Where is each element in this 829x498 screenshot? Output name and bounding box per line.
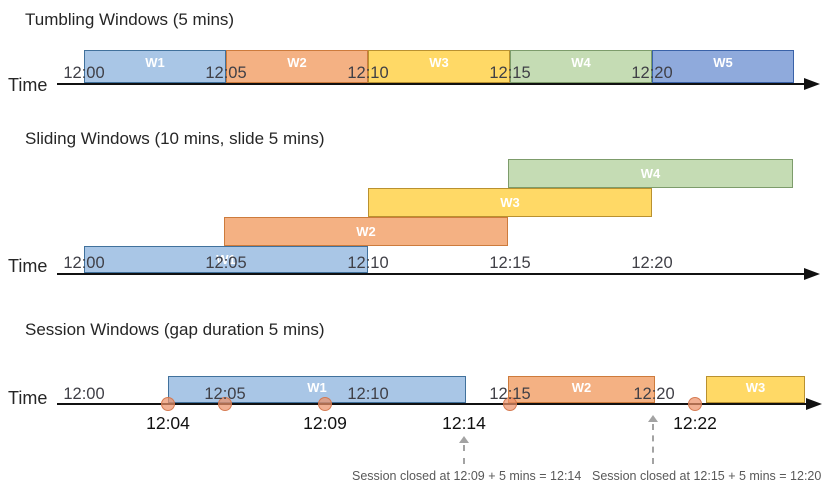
tick-label: 12:05 (205, 254, 247, 272)
dashed-up-arrow-icon (648, 415, 658, 422)
tick-label: 12:00 (63, 254, 105, 272)
session-close-note: Session closed at 12:15 + 5 mins = 12:20 (592, 469, 822, 483)
window-w2: W2 (508, 376, 655, 403)
window-w2: W2 (224, 217, 508, 246)
tick-label: 12:20 (633, 385, 675, 403)
timeline-axis (57, 403, 808, 405)
tick-label: 12:10 (347, 254, 389, 272)
window-w1: W1 (84, 50, 226, 83)
dashed-up-arrow-line (652, 424, 654, 464)
event-dot (218, 397, 232, 411)
time-axis-label: Time (8, 256, 48, 276)
dashed-up-arrow-icon (459, 436, 469, 443)
window-w3: W3 (706, 376, 805, 403)
axis-arrowhead-icon (806, 398, 822, 410)
axis-arrowhead-icon (804, 268, 820, 280)
tick-label: 12:15 (489, 254, 531, 272)
event-dot (503, 397, 517, 411)
tick-label: 12:00 (63, 64, 105, 82)
tick-label: 12:15 (489, 385, 531, 403)
window-w4: W4 (510, 50, 652, 83)
window-w3: W3 (368, 50, 510, 83)
tick-label: 12:10 (347, 64, 389, 82)
timeline-axis (57, 273, 806, 275)
session-close-note: Session closed at 12:09 + 5 mins = 12:14 (352, 469, 582, 483)
tick-label: 12:05 (204, 385, 246, 403)
window-w1: W1 (168, 376, 466, 403)
dashed-up-arrow-line (463, 445, 465, 464)
section-title-tumbling: Tumbling Windows (5 mins) (25, 10, 235, 29)
time-axis-label: Time (8, 75, 48, 95)
axis-arrowhead-icon (804, 78, 820, 90)
window-w3: W3 (368, 188, 652, 217)
event-time-label: 12:04 (146, 413, 190, 433)
tick-label: 12:10 (347, 385, 389, 403)
tick-label: 12:05 (205, 64, 247, 82)
event-dot (161, 397, 175, 411)
time-axis-label: Time (8, 388, 48, 408)
section-title-session: Session Windows (gap duration 5 mins) (25, 320, 325, 339)
tick-label: 12:00 (63, 385, 105, 403)
event-dot (688, 397, 702, 411)
event-time-label: 12:22 (673, 413, 717, 433)
event-time-label: 12:14 (442, 413, 486, 433)
section-title-sliding: Sliding Windows (10 mins, slide 5 mins) (25, 129, 325, 148)
tick-label: 12:20 (631, 254, 673, 272)
timeline-axis (57, 83, 806, 85)
tick-label: 12:15 (489, 64, 531, 82)
window-w1: W1 (84, 246, 368, 273)
event-time-label: 12:09 (303, 413, 347, 433)
event-dot (318, 397, 332, 411)
window-w4: W4 (508, 159, 793, 188)
window-w2: W2 (226, 50, 368, 83)
tick-label: 12:20 (631, 64, 673, 82)
window-w5: W5 (652, 50, 794, 83)
